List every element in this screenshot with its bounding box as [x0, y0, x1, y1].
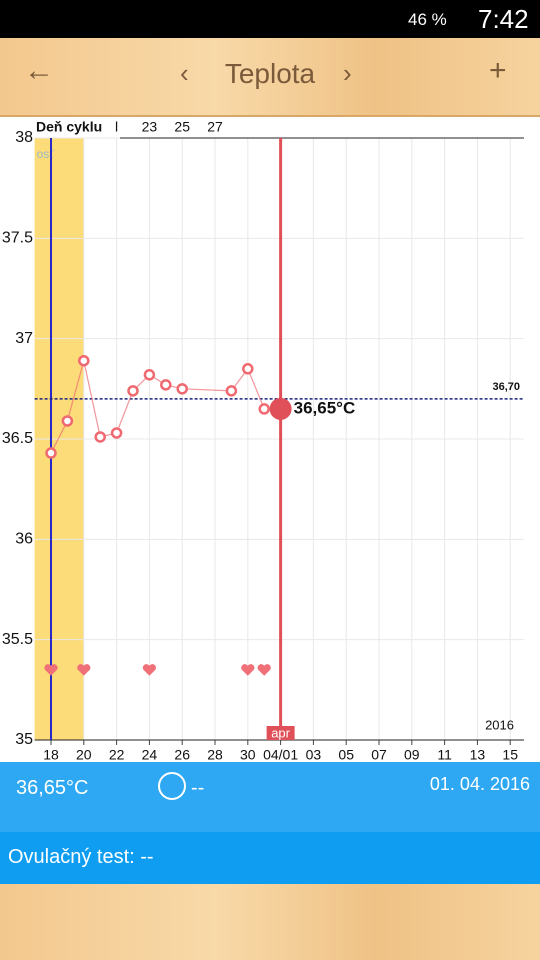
x-tick-label: 09 — [404, 747, 420, 762]
footer — [0, 884, 540, 960]
date: 01. 04. 2016 — [429, 774, 530, 794]
toolbar-title: Teplota — [224, 58, 316, 89]
x-tick-label: 28 — [207, 747, 223, 762]
back-button[interactable]: ← — [24, 54, 54, 87]
temperature-point — [78, 354, 90, 367]
temperature-point — [110, 427, 123, 439]
x-tick-label: 24 — [142, 747, 158, 762]
temperature-point — [160, 379, 172, 391]
x-tick-label: 26 — [174, 747, 190, 762]
temperature-point — [45, 447, 57, 459]
temperature-point — [258, 403, 270, 415]
top-tick-label: l — [115, 119, 118, 135]
heart — [44, 664, 58, 676]
toolbar: ← ‹ Teplota › + — [0, 38, 540, 117]
heart — [77, 664, 91, 676]
temperature-point — [242, 363, 254, 375]
ovulation-test: Ovulačný test: -- — [8, 846, 154, 868]
x-tick-label: 05 — [338, 747, 354, 762]
heart — [241, 664, 255, 676]
temperature-point — [176, 383, 188, 395]
top-tick-label: 23 — [142, 119, 158, 135]
y-tick-label: 35 — [15, 731, 33, 748]
top-axis-label: Deň cyklu — [36, 119, 102, 135]
info-panel: 36,65°C -- 01. 04. 2016 — [0, 762, 540, 832]
x-tick-label: 18 — [43, 747, 59, 762]
band-label: osť — [37, 147, 55, 161]
top-tick-label: 27 — [207, 119, 223, 135]
x-tick-label: 03 — [306, 747, 322, 762]
prev-button[interactable]: ‹ — [180, 58, 189, 88]
y-tick-label: 35.5 — [2, 631, 33, 648]
current-label: 36,65°C — [294, 398, 356, 417]
x-tick-label: 15 — [502, 747, 518, 762]
current-point — [269, 397, 292, 420]
y-tick-label: 37 — [15, 330, 33, 347]
y-tick-label: 36.5 — [2, 430, 33, 447]
heart-icon[interactable] — [158, 772, 186, 800]
next-button[interactable]: › — [343, 58, 352, 88]
temperature-point — [127, 385, 139, 397]
x-tick-label: 11 — [437, 747, 452, 762]
status-bar: 46 % 7:42 — [0, 0, 540, 38]
temperature-point — [225, 385, 238, 397]
x-tick-label: 07 — [371, 747, 387, 762]
reference-label: 36,70 — [492, 381, 520, 393]
y-tick-label: 37.5 — [2, 230, 33, 247]
heart — [142, 664, 157, 676]
x-tick-label: 04/01 — [263, 747, 298, 762]
heart — [257, 664, 271, 676]
year-label: 2016 — [485, 717, 514, 732]
top-tick-label: 25 — [174, 119, 190, 135]
chart: osť 35 35.5 36 36.5 37 37.5 38 18 20 22 24 26 28 30 04/… — [2, 119, 524, 762]
x-tick-label: 13 — [470, 747, 486, 762]
y-tick-label: 38 — [15, 129, 33, 146]
month-label: apr — [271, 725, 290, 740]
ovulation-panel[interactable]: Ovulačný test: -- — [0, 832, 540, 884]
temperature-point — [94, 431, 106, 443]
temperature-point — [143, 369, 156, 381]
temperature: 36,65°C — [16, 777, 89, 799]
y-tick-label: 36 — [15, 531, 33, 548]
x-tick-label: 20 — [76, 747, 92, 762]
x-tick-label: 30 — [240, 747, 256, 762]
add-button[interactable]: + — [489, 54, 507, 87]
x-tick-label: 22 — [109, 747, 125, 762]
battery: 46 % — [408, 10, 447, 29]
heart-value: -- — [191, 777, 205, 799]
clock: 7:42 — [478, 4, 529, 34]
month-tag — [266, 726, 295, 740]
temperature-point — [61, 415, 74, 427]
